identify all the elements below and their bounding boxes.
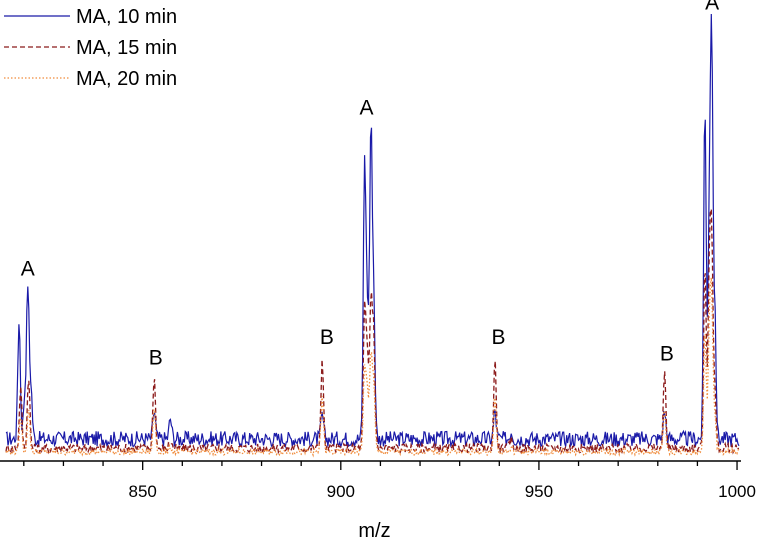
peak-annotation-layer: A B B A B B A bbox=[21, 0, 719, 369]
peak-label-b: B bbox=[491, 326, 505, 349]
legend-label-2: MA, 15 min bbox=[76, 37, 177, 59]
legend-label-3: MA, 20 min bbox=[76, 68, 177, 90]
peak-label-b: B bbox=[320, 326, 334, 349]
x-tick-label: 950 bbox=[525, 482, 553, 501]
peak-label-b: B bbox=[660, 342, 674, 365]
x-tick-layer: 850 900 950 1000 bbox=[23, 461, 756, 501]
series-line-1 bbox=[5, 13, 740, 449]
legend: MA, 10 min MA, 15 min MA, 20 min bbox=[4, 6, 177, 90]
peak-label-a: A bbox=[705, 0, 719, 15]
series-layer bbox=[5, 13, 740, 458]
x-axis-title: m/z bbox=[358, 520, 390, 542]
series-line-2 bbox=[5, 208, 740, 455]
peak-label-b: B bbox=[149, 346, 163, 369]
peak-label-a: A bbox=[360, 96, 374, 119]
peak-label-a: A bbox=[21, 258, 35, 281]
legend-label-1: MA, 10 min bbox=[76, 6, 177, 28]
x-tick-label: 1000 bbox=[718, 482, 756, 501]
x-tick-label: 850 bbox=[128, 482, 156, 501]
x-tick-label: 900 bbox=[327, 482, 355, 501]
